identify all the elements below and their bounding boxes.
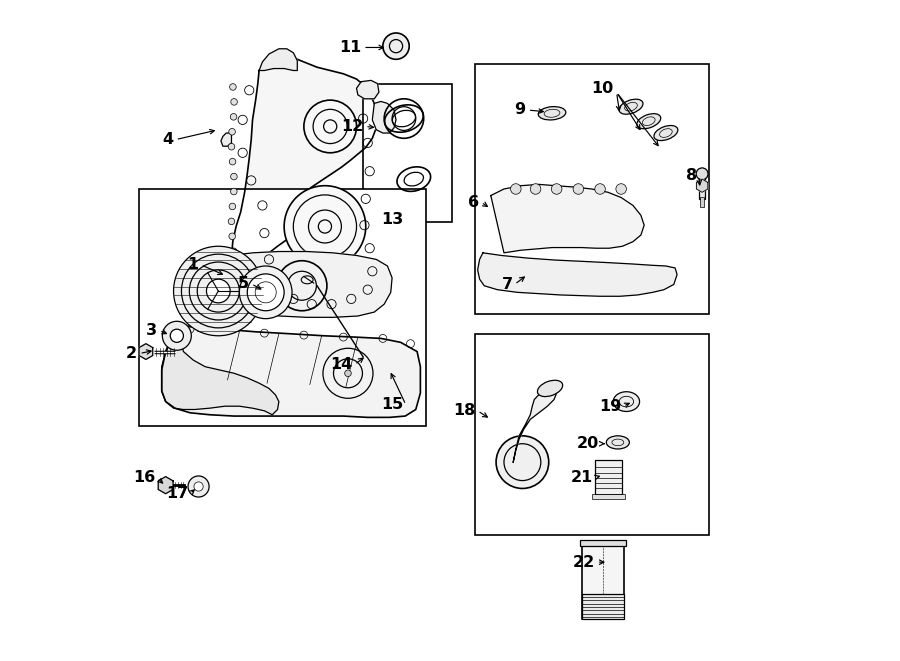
Circle shape (239, 266, 292, 319)
Polygon shape (220, 133, 231, 146)
Circle shape (304, 100, 356, 153)
Text: 9: 9 (515, 102, 526, 118)
Polygon shape (478, 253, 677, 296)
Bar (581, 543, 625, 619)
Circle shape (229, 128, 236, 135)
Text: 13: 13 (382, 212, 404, 227)
Circle shape (345, 370, 351, 377)
Text: 19: 19 (598, 399, 621, 414)
Text: 5: 5 (238, 276, 249, 292)
Circle shape (248, 274, 284, 311)
Polygon shape (373, 101, 396, 133)
Circle shape (162, 321, 192, 350)
Text: 15: 15 (382, 397, 404, 412)
Circle shape (697, 168, 708, 180)
Bar (363, 84, 452, 222)
Circle shape (284, 186, 365, 267)
Ellipse shape (654, 126, 678, 141)
Circle shape (616, 184, 626, 194)
Polygon shape (162, 325, 420, 417)
Text: 6: 6 (468, 194, 479, 210)
Text: 1: 1 (187, 257, 199, 272)
Circle shape (552, 184, 562, 194)
Circle shape (170, 329, 184, 342)
Circle shape (496, 436, 549, 488)
Text: 8: 8 (686, 169, 697, 183)
Circle shape (230, 203, 236, 210)
Bar (581, 594, 625, 619)
Polygon shape (491, 184, 644, 253)
Text: 22: 22 (572, 555, 595, 570)
Circle shape (194, 482, 203, 491)
Bar (700, 197, 704, 207)
Polygon shape (162, 325, 279, 414)
Circle shape (229, 233, 236, 240)
Text: 17: 17 (166, 486, 188, 501)
Bar (592, 494, 626, 499)
Polygon shape (513, 387, 556, 462)
Circle shape (595, 184, 606, 194)
Polygon shape (213, 252, 392, 317)
Ellipse shape (607, 436, 629, 449)
Circle shape (230, 159, 236, 165)
Circle shape (573, 184, 583, 194)
Text: 21: 21 (572, 470, 593, 485)
Text: 3: 3 (146, 323, 158, 338)
Text: 10: 10 (591, 81, 613, 96)
Bar (140, 189, 426, 426)
Circle shape (206, 279, 230, 303)
Polygon shape (259, 49, 297, 71)
Circle shape (230, 114, 237, 120)
Text: 14: 14 (330, 357, 353, 372)
Circle shape (510, 184, 521, 194)
Polygon shape (697, 179, 707, 192)
Ellipse shape (637, 114, 661, 129)
Ellipse shape (537, 380, 562, 397)
Text: 7: 7 (501, 277, 512, 292)
Circle shape (382, 33, 410, 59)
Circle shape (230, 248, 237, 254)
Bar (698, 176, 706, 199)
Bar (475, 334, 708, 535)
Circle shape (188, 476, 209, 497)
Text: 12: 12 (341, 119, 363, 134)
Text: 18: 18 (454, 403, 476, 418)
Bar (595, 460, 623, 496)
Text: 16: 16 (133, 471, 155, 485)
Bar (475, 64, 708, 314)
Circle shape (230, 278, 236, 284)
Text: 11: 11 (339, 40, 361, 55)
Polygon shape (231, 57, 376, 296)
Circle shape (530, 184, 541, 194)
Circle shape (230, 263, 238, 270)
Text: 2: 2 (126, 346, 138, 361)
Circle shape (174, 247, 263, 336)
Polygon shape (158, 477, 173, 494)
Ellipse shape (619, 99, 643, 114)
Circle shape (230, 84, 236, 91)
Ellipse shape (613, 392, 640, 411)
Text: 4: 4 (162, 132, 174, 147)
Ellipse shape (382, 37, 410, 56)
Polygon shape (356, 81, 379, 98)
Circle shape (230, 188, 237, 195)
Circle shape (229, 218, 235, 225)
Bar (580, 540, 626, 547)
Polygon shape (140, 344, 153, 360)
Circle shape (230, 98, 238, 105)
Circle shape (229, 143, 235, 150)
Circle shape (230, 173, 238, 180)
Ellipse shape (538, 106, 566, 120)
Text: 20: 20 (577, 436, 598, 451)
